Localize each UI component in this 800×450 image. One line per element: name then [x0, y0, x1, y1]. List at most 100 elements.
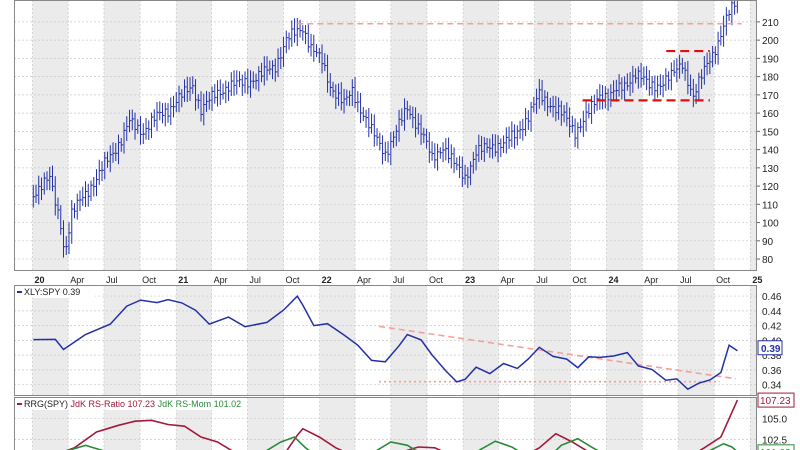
price-y-label: 80	[762, 255, 774, 266]
p0-shade-band	[463, 0, 499, 270]
date-label: Apr	[357, 275, 371, 285]
rrg-legend-item: JdK RS-Ratio 107.23	[71, 399, 158, 409]
rrg-y-label: 105.0	[762, 415, 787, 426]
ratio-annotations	[378, 325, 736, 383]
date-label: Jul	[680, 275, 692, 285]
price-y-label: 130	[762, 164, 779, 175]
p2-shade-band	[319, 397, 356, 450]
date-label: Jul	[106, 275, 118, 285]
rrg-value-tag: 101.02	[760, 448, 791, 450]
ratio-y-label: 0.36	[762, 366, 782, 377]
p0-shade-band	[678, 0, 715, 270]
ratio-panel-border	[14, 285, 757, 396]
ratio-y-label: 0.42	[762, 322, 782, 333]
p0-shade-band	[32, 0, 69, 270]
date-label: 21	[178, 275, 188, 285]
p0-shade-band	[606, 0, 643, 270]
p1-shade-band	[678, 285, 715, 395]
p0-shade-band	[319, 0, 356, 270]
ratio-last-value-box	[757, 340, 783, 356]
date-label: Oct	[142, 275, 157, 285]
date-label: Oct	[572, 275, 587, 285]
p2-shade-band	[390, 397, 427, 450]
rrg-value-tag-box	[757, 444, 795, 450]
date-label: Apr	[644, 275, 658, 285]
price-panel-grid	[14, 0, 757, 270]
price-y-label: 120	[762, 182, 779, 193]
p2-shade-band	[606, 397, 643, 450]
ratio-last-value: 0.39	[761, 344, 781, 355]
p0-shade-band	[534, 0, 571, 270]
price-bars	[32, 0, 738, 258]
price-y-label: 110	[762, 200, 778, 211]
ratio-y-label: 0.46	[762, 292, 782, 303]
ratio-line	[33, 294, 738, 391]
rrg-y-label: 102.5	[762, 436, 787, 447]
price-y-label: 200	[762, 36, 779, 47]
date-label: Jul	[249, 275, 261, 285]
ratio-legend-bg	[15, 286, 95, 298]
p2-shade-band	[247, 397, 284, 450]
price-y-label: 170	[762, 91, 779, 102]
price-y-label: 190	[762, 54, 779, 65]
ratio-panel-shading	[32, 285, 757, 395]
date-label: Oct	[429, 275, 444, 285]
date-label: 25	[752, 275, 762, 285]
price-y-label: 100	[762, 219, 779, 230]
date-axis: 20 Apr Jul Oct 21 Apr Jul Oct 22 Apr Jul Oct 23 Apr Ju…	[34, 275, 762, 285]
rrg-lines	[65, 399, 739, 450]
ratio-series-line	[33, 294, 738, 391]
p0-shade-band	[750, 0, 757, 270]
ratio-panel: 0.340.360.380.400.420.440.460.39 XLY:SPY…	[14, 285, 783, 396]
date-label: Apr	[500, 275, 514, 285]
price-y-label: 210	[762, 18, 779, 29]
p1-shade-band	[534, 285, 571, 395]
date-label: Oct	[716, 275, 731, 285]
rrg-panel-border	[14, 397, 757, 450]
p2-shade-band	[678, 397, 715, 450]
rrg-legend-bg	[15, 398, 245, 410]
ratio-y-label: 0.34	[762, 381, 782, 392]
rrg-value-tag: 107.23	[760, 396, 791, 407]
price-y-axis: 80 90 100 110 120 130 140 150 160 170 180 190 200 210	[757, 18, 779, 266]
price-y-label: 140	[762, 146, 779, 157]
price-panel-shading	[32, 0, 757, 270]
ratio-y-axis: 0.340.360.380.400.420.440.460.39	[757, 292, 783, 392]
p1-shade-band	[176, 285, 212, 395]
rrg-value-tag-box	[757, 392, 795, 408]
rrg-series-line	[65, 399, 739, 450]
price-panel: 80 90 100 110 120 130 140 150 160 170 180 190 200 210	[14, 0, 779, 271]
rrg-legend-item: JdK RS-Mom 101.02	[158, 399, 242, 409]
date-label: 22	[322, 275, 332, 285]
date-label: Jul	[536, 275, 548, 285]
date-label: 20	[34, 275, 44, 285]
p1-shade-band	[103, 285, 141, 395]
date-label: Apr	[70, 275, 84, 285]
ratio-y-label: 0.38	[762, 351, 782, 362]
p1-shade-band	[319, 285, 356, 395]
p0-shade-band	[247, 0, 284, 270]
ratio-y-label: 0.44	[762, 307, 782, 318]
p1-shade-band	[606, 285, 643, 395]
date-label: 24	[609, 275, 619, 285]
ratio-annotation-line	[378, 325, 736, 380]
price-y-label: 90	[762, 237, 774, 248]
price-y-label: 180	[762, 73, 779, 84]
rrg-series-line	[67, 436, 737, 450]
p0-shade-band	[176, 0, 212, 270]
p0-shade-band	[103, 0, 141, 270]
price-y-label: 160	[762, 109, 779, 120]
p2-shade-band	[750, 397, 757, 450]
date-label: Oct	[286, 275, 301, 285]
p2-shade-band	[463, 397, 499, 450]
price-annotations	[297, 22, 742, 102]
price-y-label: 150	[762, 127, 779, 138]
date-label: Apr	[214, 275, 228, 285]
rrg-y-axis: 102.5 105.0 107.23 101.02	[757, 392, 795, 450]
rrg-legend-title: RRG(SPY)	[24, 399, 71, 409]
ratio-legend: XLY:SPY 0.39	[15, 286, 95, 298]
ratio-legend-label: XLY:SPY 0.39	[24, 287, 80, 297]
rrg-legend: RRG(SPY) JdK RS-Ratio 107.23 JdK RS-Mom …	[15, 398, 245, 410]
p2-shade-band	[534, 397, 571, 450]
